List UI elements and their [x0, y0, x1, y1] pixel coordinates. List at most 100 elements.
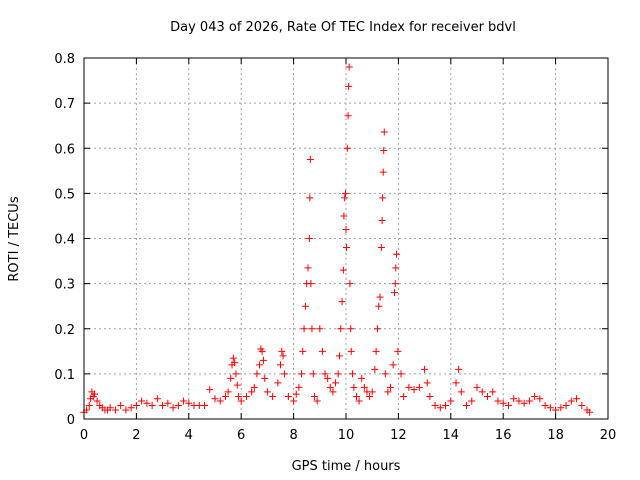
data-point	[394, 347, 402, 355]
data-point	[344, 112, 352, 120]
data-point	[346, 280, 354, 288]
data-point	[229, 354, 237, 362]
x-tick-label: 20	[600, 428, 617, 443]
data-point	[504, 401, 512, 409]
data-point	[169, 404, 177, 412]
data-point	[329, 388, 337, 396]
x-axis-label: GPS time / hours	[292, 459, 401, 474]
data-point	[148, 401, 156, 409]
x-tick-label: 10	[338, 428, 355, 443]
data-point	[368, 388, 376, 396]
data-points	[80, 63, 594, 416]
data-point	[295, 383, 303, 391]
data-point	[309, 370, 317, 378]
data-point	[261, 374, 269, 382]
data-point	[340, 212, 348, 220]
data-point	[311, 392, 319, 400]
data-point	[343, 144, 351, 152]
data-point	[352, 392, 360, 400]
data-point	[378, 216, 386, 224]
data-point	[224, 388, 232, 396]
data-point	[341, 194, 349, 202]
data-point	[237, 397, 245, 405]
data-point	[106, 404, 114, 412]
data-point	[269, 392, 277, 400]
data-point	[381, 370, 389, 378]
data-point	[380, 128, 388, 136]
data-point	[159, 401, 167, 409]
data-point	[431, 401, 439, 409]
data-point	[216, 397, 224, 405]
data-point	[426, 392, 434, 400]
data-point	[397, 370, 405, 378]
data-point	[531, 392, 539, 400]
data-point	[274, 379, 282, 387]
data-point	[164, 399, 172, 407]
x-tick-label: 16	[495, 428, 512, 443]
data-point	[372, 347, 380, 355]
data-point	[405, 383, 413, 391]
data-point	[111, 406, 119, 414]
data-point	[455, 365, 463, 373]
data-point	[478, 388, 486, 396]
data-point	[306, 156, 314, 164]
data-point	[227, 374, 235, 382]
chart-title: Day 043 of 2026, Rate Of TEC Index for r…	[170, 20, 516, 35]
data-point	[93, 397, 101, 405]
x-tick-label: 18	[547, 428, 564, 443]
data-point	[233, 381, 241, 389]
data-point	[343, 244, 351, 252]
data-point	[263, 388, 271, 396]
data-point	[132, 401, 140, 409]
data-point	[546, 404, 554, 412]
data-point	[473, 383, 481, 391]
data-point	[371, 365, 379, 373]
data-point	[185, 399, 193, 407]
data-point	[290, 397, 298, 405]
data-point	[562, 401, 570, 409]
y-tick-label: 0.5	[54, 187, 75, 202]
data-point	[127, 404, 135, 412]
y-tick-label: 0.4	[54, 233, 75, 248]
data-point	[525, 397, 533, 405]
data-point	[305, 235, 313, 242]
data-point	[552, 406, 560, 414]
data-point	[321, 370, 329, 378]
data-point	[232, 370, 240, 378]
data-point	[299, 347, 307, 355]
data-point	[360, 383, 368, 391]
data-point	[211, 395, 219, 403]
y-tick-label: 0.3	[54, 278, 75, 293]
data-point	[201, 401, 209, 409]
data-point	[242, 392, 250, 400]
data-point	[375, 302, 383, 310]
data-point	[342, 225, 350, 233]
data-point	[278, 347, 286, 355]
y-tick-label: 0.8	[54, 52, 75, 67]
data-point	[143, 399, 151, 407]
data-point	[442, 401, 450, 409]
data-point	[339, 266, 347, 274]
data-point	[324, 374, 332, 382]
data-point	[391, 280, 399, 288]
data-point	[335, 352, 343, 360]
data-point	[380, 147, 388, 155]
data-point	[423, 379, 431, 387]
x-tick-label: 0	[80, 428, 88, 443]
data-point	[258, 347, 266, 355]
data-point	[347, 325, 355, 333]
data-point	[515, 397, 523, 405]
data-point	[447, 397, 455, 405]
y-tick-label: 0.2	[54, 323, 75, 338]
data-point	[256, 361, 264, 369]
data-point	[318, 347, 326, 355]
data-point	[355, 397, 363, 405]
data-point	[373, 325, 381, 333]
data-point	[350, 383, 358, 391]
data-point	[541, 401, 549, 409]
data-point	[308, 325, 316, 333]
y-tick-label: 0.6	[54, 142, 75, 157]
data-point	[389, 361, 397, 369]
data-point	[573, 395, 581, 403]
